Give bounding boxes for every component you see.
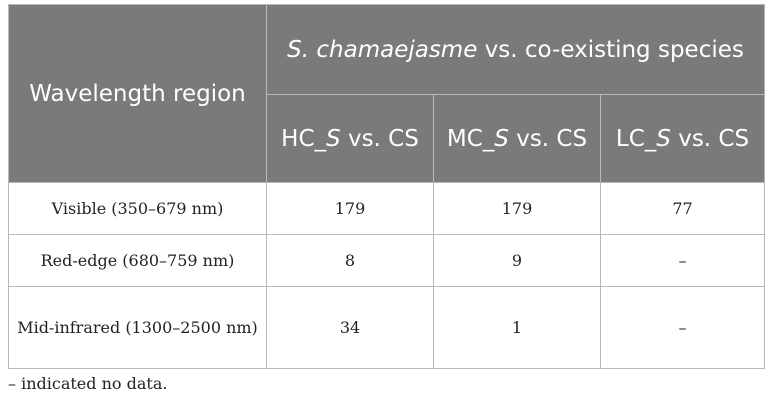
cell-value: 77 <box>599 182 766 235</box>
cell-value: – <box>599 234 766 287</box>
cell-region: Mid-infrared (1300–2500 nm) <box>8 286 267 369</box>
header-lc-vs-cs: LC_S vs. CS <box>599 94 766 183</box>
species-name: S. chamaejasme <box>287 36 478 63</box>
cell-region: Visible (350–679 nm) <box>8 182 267 235</box>
table-row: Red-edge (680–759 nm) 8 9 – <box>8 234 766 287</box>
header-species-comparison: S. chamaejasme vs. co-existing species <box>265 4 766 95</box>
cell-value: 179 <box>266 182 434 235</box>
cell-value: 1 <box>433 286 601 369</box>
header-wavelength-region: Wavelength region <box>8 4 267 183</box>
cell-value: 8 <box>266 234 434 287</box>
table-row: Visible (350–679 nm) 179 179 77 <box>8 182 766 235</box>
cell-value: 34 <box>266 286 434 369</box>
cell-value: 179 <box>433 182 601 235</box>
table-footnote: – indicated no data. <box>8 374 168 393</box>
data-table: Wavelength region S. chamaejasme vs. co-… <box>8 4 766 369</box>
species-comparison-rest: vs. co-existing species <box>477 36 744 63</box>
cell-value: – <box>599 286 766 369</box>
table-row: Mid-infrared (1300–2500 nm) 34 1 – <box>8 286 766 369</box>
cell-value: 9 <box>433 234 601 287</box>
cell-region: Red-edge (680–759 nm) <box>8 234 267 287</box>
header-mc-vs-cs: MC_S vs. CS <box>433 94 601 183</box>
header-hc-vs-cs: HC_S vs. CS <box>266 94 434 183</box>
